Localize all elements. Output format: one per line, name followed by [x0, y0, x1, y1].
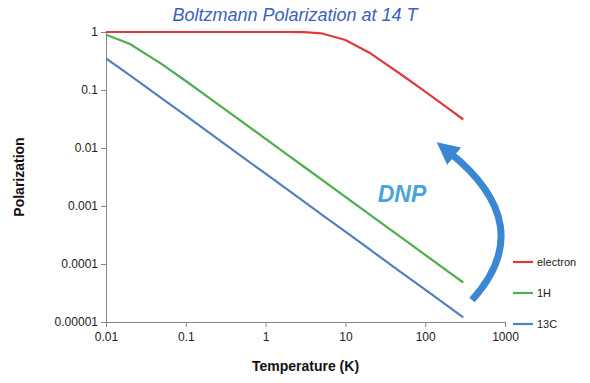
x-axis: 0.01 0.1 1 10 100 1000 [95, 322, 519, 344]
x-tick: 0.01 [95, 322, 119, 344]
x-axis-line [107, 323, 506, 328]
x-tick: 1000 [492, 322, 519, 344]
dnp-arrow [449, 152, 501, 300]
series-line [106, 58, 463, 317]
series-line [106, 35, 463, 283]
y-tick-label: 0.001 [68, 199, 98, 213]
legend-swatch [513, 261, 533, 263]
y-tick-label: 0.01 [75, 141, 99, 155]
legend-swatch [513, 292, 533, 294]
y-tick: 0.00001 [55, 315, 106, 329]
x-tick-mark [505, 322, 506, 327]
y-axis-line [101, 33, 107, 323]
y-tick: 0.01 [75, 141, 106, 155]
y-tick-mark [101, 264, 106, 265]
series-line [106, 32, 463, 120]
x-tick-mark [345, 322, 346, 327]
y-tick-label: 0.0001 [61, 257, 98, 271]
legend-label: 13C [537, 318, 557, 330]
x-tick-label: 10 [339, 330, 353, 344]
y-tick: 0.001 [68, 199, 106, 213]
x-tick: 10 [339, 322, 353, 344]
y-tick-label: 0.1 [81, 83, 98, 97]
legend-label: electron [537, 256, 576, 268]
legend-label: 1H [537, 287, 551, 299]
x-axis-title: Temperature (K) [252, 358, 359, 374]
x-tick-label: 1 [263, 330, 270, 344]
x-tick-label: 100 [416, 330, 436, 344]
x-tick-mark [266, 322, 267, 327]
x-tick-label: 1000 [492, 330, 519, 344]
chart: Boltzmann Polarization at 14 T0.010.1110… [0, 0, 590, 383]
y-tick-label: 1 [91, 25, 98, 39]
y-tick: 1 [91, 25, 106, 39]
y-tick-mark [101, 90, 106, 91]
annotation: DNP [378, 181, 427, 207]
x-tick-label: 0.01 [95, 330, 119, 344]
y-tick-mark [101, 322, 106, 323]
y-tick-mark [101, 206, 106, 207]
legend-swatch [513, 323, 533, 325]
y-tick: 0.0001 [61, 257, 106, 271]
x-tick-mark [186, 322, 187, 327]
y-tick-mark [101, 148, 106, 149]
x-tick-label: 0.1 [178, 330, 195, 344]
y-tick-label: 0.00001 [55, 315, 99, 329]
y-tick: 0.1 [81, 83, 106, 97]
plot-area [106, 32, 463, 317]
x-tick: 1 [263, 322, 270, 344]
y-axis-title: Polarization [11, 137, 27, 216]
x-tick: 100 [416, 322, 436, 344]
legend: electron 1H 13C [513, 256, 576, 330]
chart-title: Boltzmann Polarization at 14 T [172, 5, 419, 25]
x-tick-mark [425, 322, 426, 327]
x-tick: 0.1 [178, 322, 195, 344]
y-axis: 0.00001 0.0001 0.001 0.01 0.1 1 [55, 25, 107, 329]
y-tick-mark [101, 32, 106, 33]
